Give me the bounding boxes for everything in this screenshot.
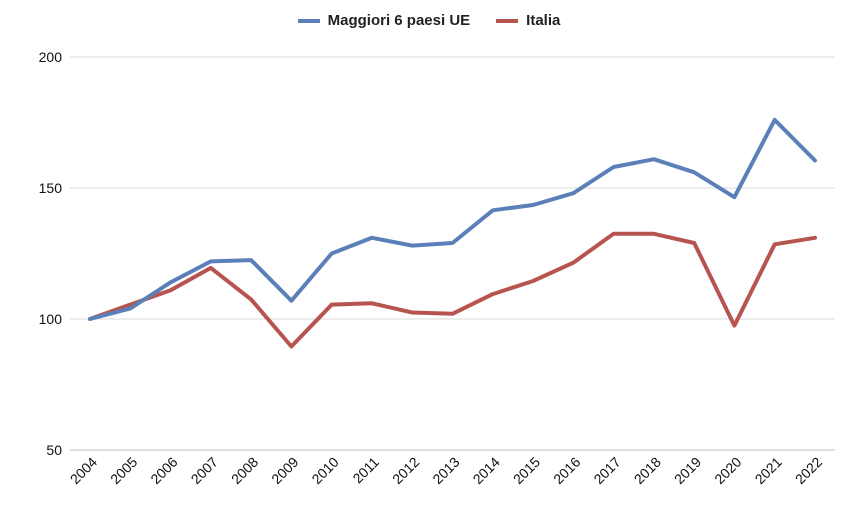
legend-item-series-1: Italia [496,12,560,29]
legend-item-series-0: Maggiori 6 paesi UE [297,12,471,29]
x-tick-label: 2009 [268,454,301,487]
y-tick-label: 150 [39,180,63,196]
x-tick-label: 2015 [510,454,543,487]
y-axis: 50 100 150 200 [39,49,63,458]
x-tick-label: 2007 [188,454,221,487]
x-tick-label: 2021 [751,454,784,487]
legend-label-series-0: Maggiori 6 paesi UE [327,12,471,29]
x-tick-label: 2011 [349,454,382,487]
x-tick-label: 2016 [550,454,583,487]
x-tick-label: 2010 [308,454,341,487]
series-lines [88,117,817,349]
y-tick-label: 200 [39,49,63,65]
x-axis: 2004 2005 2006 2007 2008 2009 2010 2011 2012 2013… [67,454,825,487]
x-tick-label: 2005 [107,454,140,487]
x-tick-label: 2013 [429,454,462,487]
x-tick-label: 2012 [389,454,422,487]
series-line-0 [88,117,817,321]
x-tick-label: 2019 [671,454,704,487]
series-line-1 [88,231,817,349]
x-tick-label: 2018 [631,454,664,487]
chart-legend: Maggiori 6 paesi UE Italia [0,12,858,29]
gridlines [70,56,835,451]
y-tick-label: 100 [39,311,63,327]
x-tick-label: 2006 [147,454,180,487]
x-tick-label: 2004 [67,454,100,487]
legend-swatch-series-1 [496,18,519,23]
legend-swatch-series-0 [297,18,320,23]
x-tick-label: 2014 [470,454,503,487]
x-tick-label: 2022 [792,454,825,487]
x-tick-label: 2017 [590,454,623,487]
legend-label-series-1: Italia [526,12,561,29]
y-tick-label: 50 [46,442,62,458]
x-tick-label: 2008 [228,454,261,487]
x-tick-label: 2020 [711,454,744,487]
